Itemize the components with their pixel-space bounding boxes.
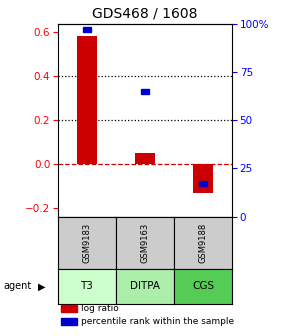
Text: percentile rank within the sample: percentile rank within the sample bbox=[81, 317, 234, 326]
Text: T3: T3 bbox=[81, 282, 93, 291]
Text: agent: agent bbox=[3, 282, 31, 291]
Bar bbox=[193, 164, 213, 193]
Text: CGS: CGS bbox=[192, 282, 214, 291]
Bar bbox=[135, 153, 155, 164]
Title: GDS468 / 1608: GDS468 / 1608 bbox=[92, 7, 198, 21]
Text: GSM9163: GSM9163 bbox=[140, 223, 150, 263]
Text: ▶: ▶ bbox=[38, 282, 46, 291]
Bar bbox=[199, 181, 207, 186]
Text: log ratio: log ratio bbox=[81, 304, 119, 313]
Text: GSM9188: GSM9188 bbox=[198, 223, 208, 263]
Text: GSM9183: GSM9183 bbox=[82, 223, 92, 263]
Bar bbox=[77, 36, 97, 164]
Bar bbox=[141, 89, 149, 93]
Bar bbox=[83, 27, 91, 32]
Text: DITPA: DITPA bbox=[130, 282, 160, 291]
